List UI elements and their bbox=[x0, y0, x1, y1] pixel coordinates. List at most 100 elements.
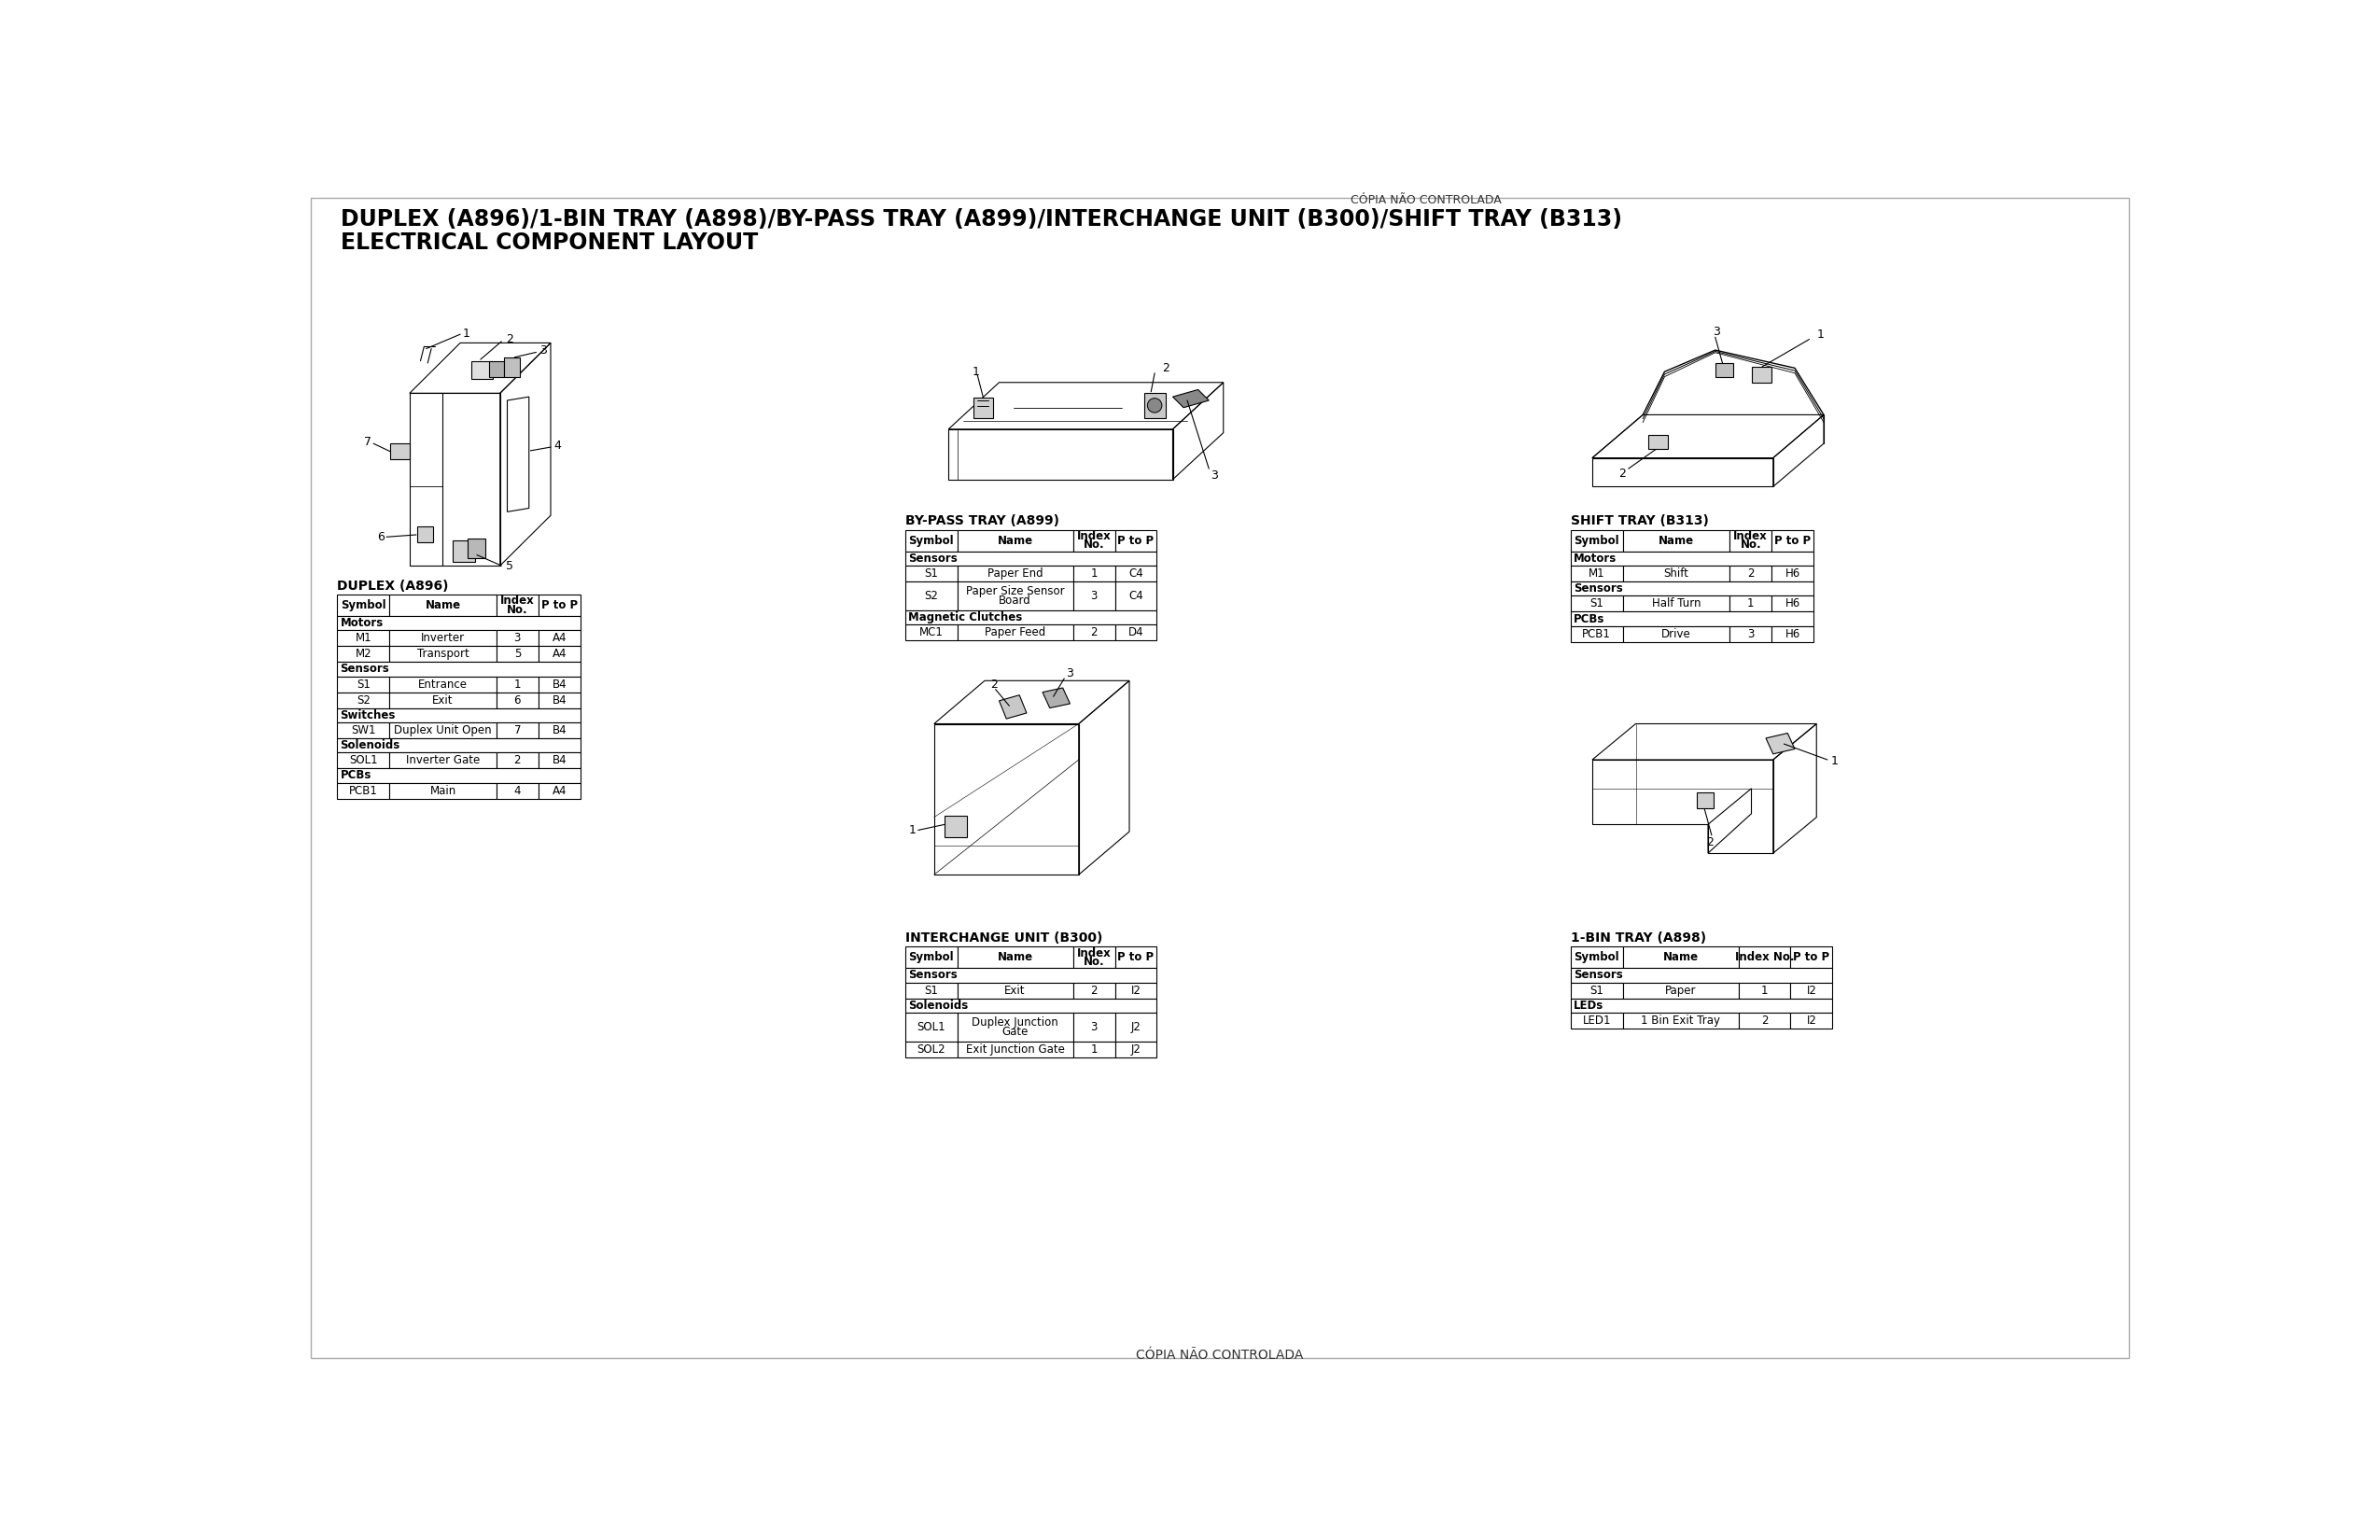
Bar bbox=[1571, 969, 1833, 983]
Text: B4: B4 bbox=[552, 724, 566, 736]
Bar bbox=[1114, 530, 1157, 551]
Bar bbox=[338, 594, 390, 616]
Text: CÓPIA NÃO CONTROLADA: CÓPIA NÃO CONTROLADA bbox=[1349, 194, 1502, 206]
Text: DUPLEX (A896)/1-BIN TRAY (A898)/BY-PASS TRAY (A899)/INTERCHANGE UNIT (B300)/SHIF: DUPLEX (A896)/1-BIN TRAY (A898)/BY-PASS … bbox=[340, 208, 1623, 231]
Bar bbox=[1571, 596, 1623, 611]
Text: 6: 6 bbox=[514, 695, 521, 707]
Text: 3: 3 bbox=[514, 633, 521, 644]
Text: Sensors: Sensors bbox=[340, 664, 390, 675]
Text: 3: 3 bbox=[1090, 590, 1097, 602]
Bar bbox=[1730, 627, 1771, 642]
Bar bbox=[904, 610, 1157, 625]
Bar bbox=[497, 691, 538, 708]
Bar bbox=[1623, 627, 1730, 642]
Bar bbox=[904, 998, 1157, 1013]
Bar bbox=[1114, 565, 1157, 582]
Text: D4: D4 bbox=[1128, 627, 1145, 639]
Bar bbox=[1623, 947, 1737, 969]
Text: 2: 2 bbox=[990, 679, 997, 691]
Bar bbox=[957, 565, 1073, 582]
Bar bbox=[904, 625, 957, 641]
Bar bbox=[338, 768, 581, 782]
Text: 2: 2 bbox=[1761, 1015, 1768, 1027]
Bar bbox=[957, 1041, 1073, 1058]
Text: 3: 3 bbox=[1090, 1021, 1097, 1033]
Text: No.: No. bbox=[507, 604, 528, 616]
Text: 1-BIN TRAY (A898): 1-BIN TRAY (A898) bbox=[1571, 932, 1706, 944]
Text: 3: 3 bbox=[1747, 628, 1754, 641]
Bar bbox=[1073, 947, 1114, 969]
Text: M1: M1 bbox=[1587, 568, 1604, 579]
Text: M1: M1 bbox=[355, 633, 371, 644]
Text: Sensors: Sensors bbox=[909, 969, 957, 981]
Polygon shape bbox=[1766, 733, 1795, 755]
Bar bbox=[1571, 582, 1814, 596]
Text: 1: 1 bbox=[1816, 328, 1823, 340]
Bar bbox=[338, 782, 390, 799]
Bar bbox=[338, 738, 581, 753]
Polygon shape bbox=[505, 357, 521, 377]
Polygon shape bbox=[452, 541, 474, 562]
Text: MC1: MC1 bbox=[919, 627, 942, 639]
Text: C4: C4 bbox=[1128, 590, 1142, 602]
Text: CÓPIA NÃO CONTROLADA: CÓPIA NÃO CONTROLADA bbox=[1135, 1348, 1304, 1361]
Text: Inverter Gate: Inverter Gate bbox=[407, 755, 481, 767]
Text: Drive: Drive bbox=[1661, 628, 1690, 641]
Text: Sensors: Sensors bbox=[909, 553, 957, 565]
Text: 1: 1 bbox=[514, 678, 521, 690]
Text: 2: 2 bbox=[514, 755, 521, 767]
Polygon shape bbox=[1173, 390, 1209, 408]
Bar bbox=[1073, 1013, 1114, 1041]
Text: P to P: P to P bbox=[540, 599, 578, 611]
Polygon shape bbox=[945, 816, 966, 838]
Bar bbox=[1771, 627, 1814, 642]
Text: Motors: Motors bbox=[1573, 553, 1616, 565]
Text: S2: S2 bbox=[923, 590, 938, 602]
Text: PCBs: PCBs bbox=[1573, 613, 1604, 625]
Text: 2: 2 bbox=[1090, 627, 1097, 639]
Bar bbox=[390, 782, 497, 799]
Bar bbox=[497, 753, 538, 768]
Text: Main: Main bbox=[431, 784, 457, 796]
Bar bbox=[1623, 530, 1730, 551]
Bar bbox=[1073, 1041, 1114, 1058]
Text: Paper End: Paper End bbox=[988, 568, 1042, 579]
Text: Entrance: Entrance bbox=[419, 678, 466, 690]
Text: Symbol: Symbol bbox=[1573, 534, 1618, 547]
Bar bbox=[1073, 983, 1114, 998]
Bar bbox=[338, 753, 390, 768]
Text: S1: S1 bbox=[1590, 984, 1604, 996]
Text: 2: 2 bbox=[1706, 836, 1714, 849]
Text: S1: S1 bbox=[357, 678, 371, 690]
Text: 6: 6 bbox=[376, 531, 386, 544]
Text: P to P: P to P bbox=[1792, 952, 1830, 964]
Text: Motors: Motors bbox=[340, 618, 383, 630]
Bar bbox=[1571, 611, 1814, 627]
Bar bbox=[1571, 983, 1623, 998]
Text: 7: 7 bbox=[514, 724, 521, 736]
Bar bbox=[904, 551, 1157, 565]
Polygon shape bbox=[1752, 367, 1771, 382]
Bar bbox=[390, 594, 497, 616]
Bar bbox=[338, 708, 581, 722]
Bar bbox=[338, 662, 581, 676]
Bar bbox=[904, 582, 957, 610]
Bar bbox=[538, 753, 581, 768]
Bar bbox=[904, 983, 957, 998]
Bar bbox=[538, 676, 581, 691]
Text: S2: S2 bbox=[357, 695, 371, 707]
Text: Solenoids: Solenoids bbox=[340, 739, 400, 752]
Text: 3: 3 bbox=[540, 345, 547, 357]
Polygon shape bbox=[1145, 393, 1166, 419]
Text: Symbol: Symbol bbox=[340, 599, 386, 611]
Text: Index: Index bbox=[1733, 530, 1768, 542]
Bar bbox=[1114, 582, 1157, 610]
Bar bbox=[497, 722, 538, 738]
Bar bbox=[1623, 983, 1737, 998]
Bar bbox=[338, 630, 390, 647]
Bar bbox=[390, 630, 497, 647]
Bar bbox=[1073, 530, 1114, 551]
Text: Paper Size Sensor: Paper Size Sensor bbox=[966, 585, 1064, 598]
Text: 1: 1 bbox=[973, 365, 981, 377]
Bar bbox=[1730, 530, 1771, 551]
